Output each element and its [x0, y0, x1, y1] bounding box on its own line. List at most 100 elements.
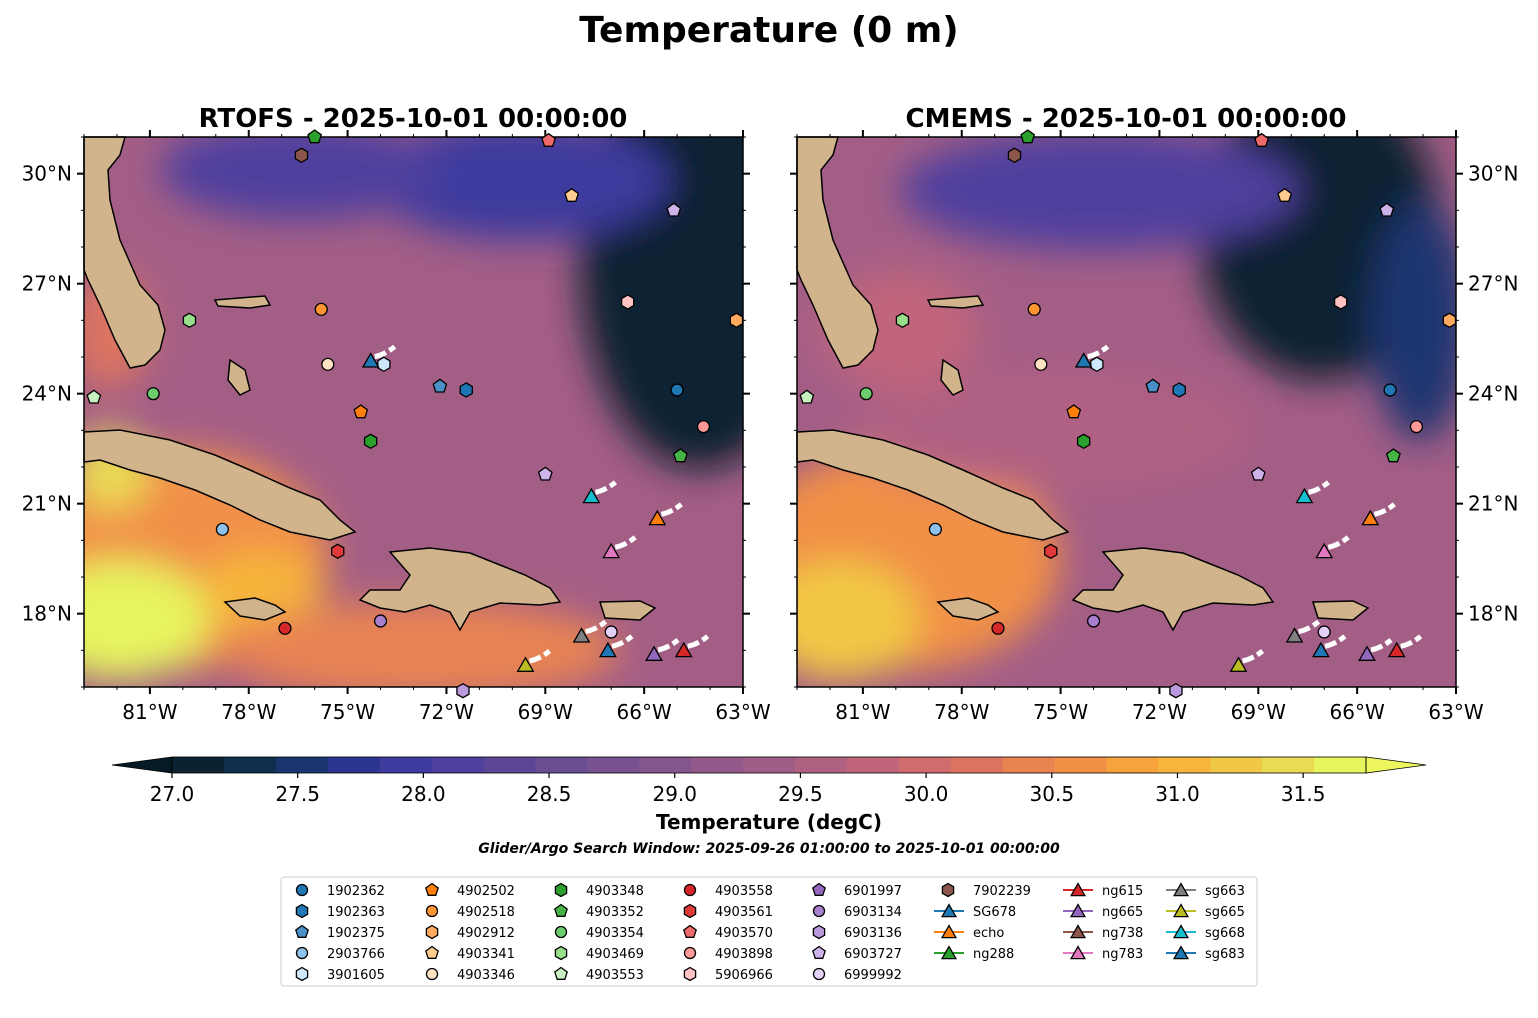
legend-frame: [280, 876, 1258, 987]
argo-marker: [991, 621, 1005, 635]
glider-marker: [572, 627, 591, 643]
colorbar-cell: [639, 757, 692, 773]
colorbar-cell: [1210, 757, 1263, 773]
legend-marker: [1172, 924, 1190, 939]
argo-marker: [182, 312, 197, 329]
argo-marker: [363, 433, 378, 450]
argo-marker: [1027, 302, 1041, 316]
argo-marker: [314, 302, 328, 316]
land-masses: [796, 136, 1370, 632]
andros: [940, 358, 964, 396]
glider-track: [374, 344, 397, 360]
legend-item: ng615: [1063, 882, 1143, 899]
legend-label: 6903727: [844, 947, 902, 962]
jamaica: [936, 597, 1000, 621]
glider-track: [611, 634, 634, 649]
glider-marker: [1358, 645, 1376, 661]
legend-marker: [683, 966, 697, 982]
colorbar-cell: [1054, 757, 1108, 773]
argo-marker: [331, 543, 345, 560]
legend-label: 4903346: [457, 968, 515, 983]
argo-marker: [895, 312, 910, 329]
argo-marker: [1090, 356, 1104, 373]
argo-marker: [1066, 404, 1082, 419]
glider-track: [528, 649, 552, 664]
colorbar-cell: [1002, 757, 1056, 773]
colorbar-cells: [111, 756, 1427, 774]
colorbar-cell: [431, 757, 485, 773]
legend-item: 6999992: [812, 967, 902, 983]
legend-item: 4903348: [554, 882, 644, 899]
legend-item: 4903558: [683, 883, 773, 899]
y-tick-label: 18°N: [22, 602, 72, 626]
argo-marker: [377, 356, 391, 373]
argo-marker: [799, 389, 815, 404]
legend-item: 1902375: [295, 924, 385, 941]
axis-ticks-rtofs: 81°W 78°W 75°W 72°W 69°W 66°W 63°W 18°N 21°N 24°N…: [22, 130, 771, 724]
argo-marker: [1169, 682, 1183, 699]
legend-marker: [554, 945, 568, 961]
search-window-caption: Glider/Argo Search Window: 2025-09-26 01…: [478, 841, 1060, 857]
argo-marker: [1007, 147, 1022, 164]
y-tick-label: 21°N: [1468, 492, 1518, 516]
legend-item: 4903469: [554, 945, 644, 962]
legend-item: ng665: [1063, 903, 1143, 920]
colorbar-tick-label: 28.0: [401, 782, 446, 806]
y-tick-label: 30°N: [22, 162, 72, 186]
legend-item: 4903561: [683, 903, 773, 920]
argo-marker: [456, 682, 470, 699]
legend-marker: [425, 967, 439, 981]
argo-marker: [1254, 132, 1270, 147]
x-tick-label: 63°W: [715, 700, 770, 724]
legend-item: ng738: [1063, 924, 1143, 941]
colorbar-tick-label: 27.5: [275, 782, 320, 806]
legend-label: 4903561: [715, 905, 773, 920]
glider-tracks-rtofs: [374, 344, 710, 664]
grand-bahama: [213, 295, 272, 309]
legend-item: SG678: [934, 903, 1016, 920]
x-tick-label: 69°W: [518, 700, 573, 724]
legend-label: 4903898: [715, 947, 773, 962]
legend-marker: [295, 946, 309, 960]
argo-marker: [537, 466, 553, 481]
argo-marker: [604, 625, 618, 639]
land-masses: [83, 136, 657, 632]
glider-track: [660, 502, 683, 517]
glider-marker: [648, 509, 667, 526]
glider-track: [657, 638, 680, 653]
argo-marker: [696, 420, 711, 434]
legend-item: 6903134: [812, 904, 902, 920]
legend-label: 4903354: [586, 926, 644, 941]
glider-track: [1370, 638, 1393, 653]
legend-label: sg665: [1205, 905, 1245, 920]
legend-label: 4902502: [457, 884, 515, 899]
legend-marker: [554, 903, 568, 917]
florida: [796, 136, 879, 369]
legend-marker: [683, 903, 697, 919]
argo-marker: [729, 312, 744, 329]
argo-marker: [86, 389, 102, 404]
argo-marker: [564, 187, 580, 202]
legend-marker: [940, 903, 958, 918]
legend-item: 4903352: [554, 903, 644, 920]
legend-label: sg663: [1205, 884, 1245, 899]
argo-marker: [1172, 382, 1186, 398]
legend-item: 1902362: [295, 883, 385, 899]
glider-track: [594, 480, 617, 495]
legend-marker: [683, 883, 697, 897]
cuba: [796, 429, 1070, 541]
legend-label: 6903134: [844, 905, 902, 920]
legend-label: 1902375: [327, 926, 385, 941]
legend-item: sg665: [1166, 903, 1245, 920]
colorbar-cell: [846, 757, 900, 773]
legend-item: 1902363: [295, 903, 385, 920]
axis-ticks-cmems: 81°W 78°W 75°W 72°W 69°W 66°W 63°W 18°N 21°N 24°N…: [790, 130, 1518, 724]
legend-marker: [425, 882, 439, 896]
colorbar-cell: [794, 757, 848, 773]
legend-item: sg668: [1166, 924, 1245, 941]
argo-marker: [1409, 420, 1424, 434]
glider-track: [1241, 649, 1265, 664]
argo-marker: [459, 382, 473, 398]
glider-marker: [674, 641, 693, 658]
andros: [227, 358, 251, 396]
